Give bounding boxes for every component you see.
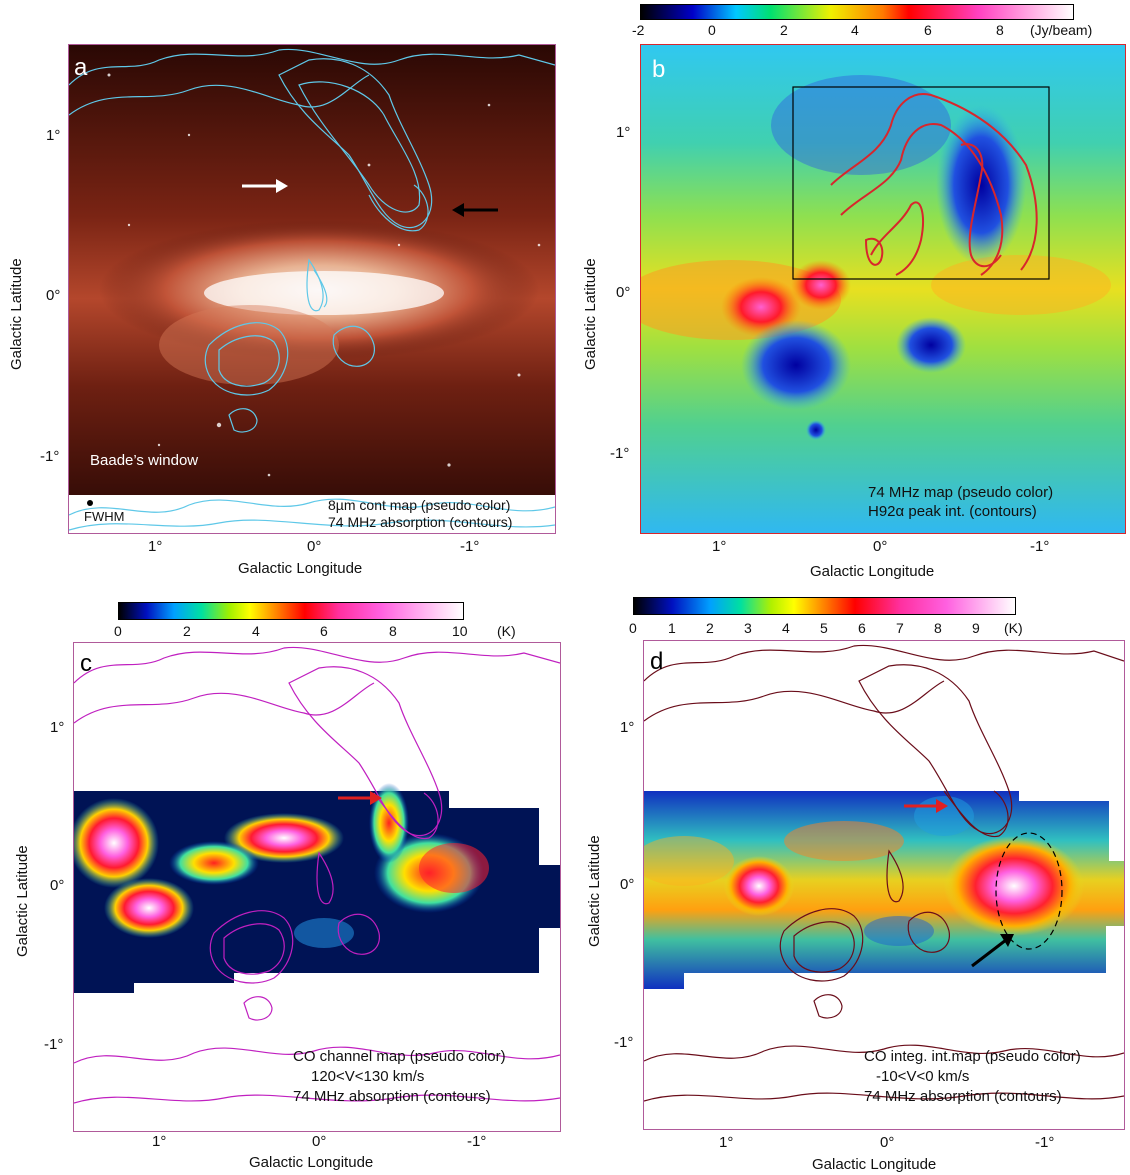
panel-a-xtick: 0°: [307, 538, 322, 555]
panel-c-ytick: -1°: [44, 1036, 64, 1053]
panel-d-ytick: 0°: [620, 876, 635, 893]
panel-d-caption-line: -10<V<0 km/s: [876, 1068, 970, 1085]
panel-c-ytick: 1°: [50, 719, 65, 736]
panel-b-caption-line: 74 MHz map (pseudo color): [868, 484, 1054, 501]
panel-b-frame: [640, 44, 1126, 534]
panel-d-cbar-tick: 3: [744, 620, 752, 636]
panel-d-ylabel: Galactic Latitude: [586, 835, 603, 947]
panel-b-ytick: 1°: [616, 124, 631, 141]
panel-a-caption-line: 74 MHz absorption (contours): [328, 514, 513, 530]
panel-a-caption-line: 8µm cont map (pseudo color): [328, 497, 511, 513]
panel-d-cbar-tick: 1: [668, 620, 676, 636]
panel-d-caption-line: 74 MHz absorption (contours): [864, 1088, 1062, 1105]
panel-b-cbar-tick: 8: [996, 22, 1004, 38]
panel-d-caption-line: CO integ. int.map (pseudo color): [864, 1048, 1081, 1065]
panel-d-cbar-tick: 6: [858, 620, 866, 636]
panel-b-letter: b: [652, 56, 666, 83]
panel-d-cbar-tick: 5: [820, 620, 828, 636]
arrow-white-icon: [242, 179, 288, 193]
panel-a-xtick: -1°: [460, 538, 480, 555]
panel-c-cbar-tick: 2: [183, 623, 191, 639]
arrow-black-icon: [971, 934, 1014, 968]
panel-d-cbar-tick: 8: [934, 620, 942, 636]
panel-c-colorbar: [118, 602, 464, 620]
panel-a-frame: [68, 44, 556, 534]
panel-d-xtick: 1°: [719, 1134, 734, 1151]
panel-d-ytick: 1°: [620, 719, 635, 736]
panel-c-cbar-unit: (K): [497, 623, 516, 639]
panel-b-image: [641, 45, 1125, 533]
panel-c-frame: [73, 642, 561, 1132]
panel-d-cbar-tick: 2: [706, 620, 714, 636]
panel-b-xtick: 0°: [873, 538, 888, 555]
panel-d-cbar-unit: (K): [1004, 620, 1023, 636]
panel-c-caption-line: 120<V<130 km/s: [311, 1068, 425, 1085]
panel-c-xtick: 0°: [312, 1133, 327, 1150]
panel-c-xtick: -1°: [467, 1133, 487, 1150]
panel-d-letter: d: [650, 648, 664, 675]
baades-window-label: Baade’s window: [90, 452, 199, 469]
panel-d-cbar-tick: 4: [782, 620, 790, 636]
panel-c-letter: c: [80, 650, 92, 677]
panel-a-xtick: 1°: [148, 538, 163, 555]
fwhm-label: FWHM: [84, 509, 125, 524]
beam-dot: [87, 500, 93, 506]
panel-c-cbar-tick: 0: [114, 623, 122, 639]
panel-b-xlabel: Galactic Longitude: [810, 563, 935, 580]
panel-b-caption: 74 MHz map (pseudo color) H92α peak int.…: [868, 483, 1053, 521]
panel-d-cbar-tick: 7: [896, 620, 904, 636]
panel-c-xlabel: Galactic Longitude: [249, 1154, 374, 1171]
panel-a-xlabel: Galactic Longitude: [238, 560, 363, 577]
panel-b-cbar-tick: 2: [780, 22, 788, 38]
panel-d-cbar-tick: 9: [972, 620, 980, 636]
panel-a-caption: 8µm cont map (pseudo color) 74 MHz absor…: [328, 497, 512, 531]
panel-c-ytick: 0°: [50, 877, 65, 894]
arrow-red-icon: [904, 799, 948, 813]
panel-d-caption: CO integ. int.map (pseudo color) -10<V<0…: [864, 1047, 1081, 1107]
arrow-black-icon: [452, 203, 498, 217]
panel-c-cbar-tick: 4: [252, 623, 260, 639]
panel-a-letter: a: [74, 54, 88, 81]
panel-d-ytick: -1°: [614, 1034, 634, 1051]
panel-a-ytick: -1°: [40, 448, 60, 465]
panel-b-ylabel: Galactic Latitude: [582, 258, 599, 370]
panel-b-xtick: -1°: [1030, 538, 1050, 555]
panel-c-cbar-tick: 6: [320, 623, 328, 639]
panel-a-ytick: 1°: [46, 127, 61, 144]
panel-d-xlabel: Galactic Longitude: [812, 1156, 937, 1173]
panel-b-caption-line: H92α peak int. (contours): [868, 503, 1037, 520]
panel-b-cbar-tick: 4: [851, 22, 859, 38]
panel-d-colorbar: [633, 597, 1016, 615]
panel-b-ytick: 0°: [616, 284, 631, 301]
panel-c-image: [74, 646, 560, 1104]
panel-d-cbar-tick: 0: [629, 620, 637, 636]
panel-c-caption: CO channel map (pseudo color) 120<V<130 …: [293, 1047, 506, 1107]
panel-d-xtick: 0°: [880, 1134, 895, 1151]
panel-c-caption-line: 74 MHz absorption (contours): [293, 1088, 491, 1105]
panel-d-xtick: -1°: [1035, 1134, 1055, 1151]
panel-c-caption-line: CO channel map (pseudo color): [293, 1048, 506, 1065]
panel-a-ylabel: Galactic Latitude: [8, 258, 25, 370]
panel-c-cbar-tick: 8: [389, 623, 397, 639]
panel-c-ylabel: Galactic Latitude: [14, 845, 31, 957]
panel-a-ytick: 0°: [46, 287, 61, 304]
panel-b-cbar-unit: (Jy/beam): [1030, 22, 1093, 38]
panel-b-xtick: 1°: [712, 538, 727, 555]
panel-b-cbar-tick: -2: [632, 22, 645, 38]
arrow-red-icon: [338, 791, 382, 805]
panel-c-xtick: 1°: [152, 1133, 167, 1150]
panel-b-colorbar: [640, 4, 1074, 20]
panel-a-image: [69, 45, 555, 533]
panel-c-cbar-tick: 10: [452, 623, 468, 639]
panel-b-ytick: -1°: [610, 445, 630, 462]
panel-b-cbar-tick: 6: [924, 22, 932, 38]
panel-b-cbar-tick: 0: [708, 22, 716, 38]
